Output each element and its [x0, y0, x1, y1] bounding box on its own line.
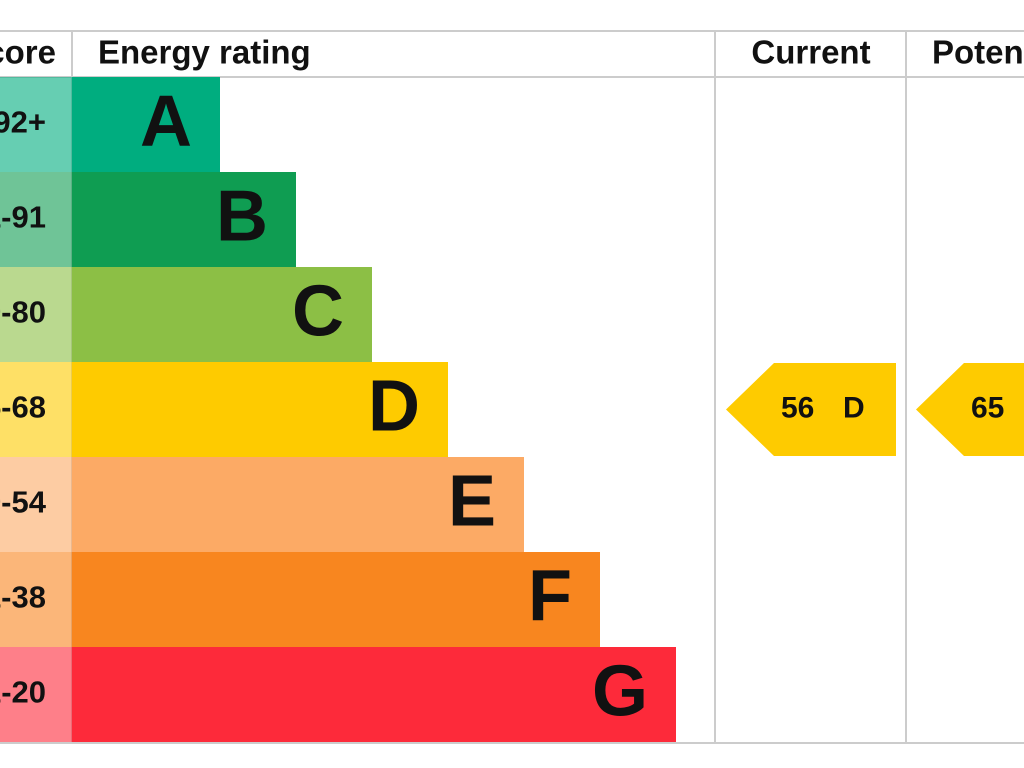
current-arrow [726, 363, 896, 456]
score-cell [0, 267, 72, 362]
current-header: Current [751, 34, 870, 71]
score-range: 81-91 [0, 200, 46, 235]
rating-letter: D [368, 367, 420, 447]
score-range: 55-68 [0, 390, 46, 425]
score-range: 69-80 [0, 295, 46, 330]
rating-bar [72, 172, 296, 267]
current-score: 56 [781, 391, 814, 424]
rating-bar [72, 552, 600, 647]
current-letter: D [843, 391, 865, 424]
rating-letter: F [528, 557, 572, 637]
score-range: 92+ [0, 105, 46, 140]
potential-score: 65 [971, 391, 1004, 424]
rating-letter: G [592, 652, 648, 732]
rating-bar [72, 267, 372, 362]
score-header: Score [0, 34, 56, 71]
rating-bar [72, 457, 524, 552]
score-cell [0, 77, 72, 172]
score-range: 39-54 [0, 485, 47, 520]
rating-bar [72, 647, 676, 742]
score-cell [0, 647, 72, 742]
score-range: 21-38 [0, 580, 46, 615]
rating-letter: E [448, 462, 496, 542]
energy-rating-header: Energy rating [98, 34, 311, 71]
rating-letter: B [216, 177, 268, 257]
score-range: 1-20 [0, 675, 46, 710]
potential-header: Potential [932, 34, 1024, 71]
rating-bar [72, 77, 220, 172]
score-cell [0, 172, 72, 267]
potential-arrow [916, 363, 1024, 456]
score-cell [0, 552, 72, 647]
score-cell [0, 457, 72, 552]
rating-letter: A [140, 82, 192, 162]
score-cell [0, 362, 72, 457]
rating-letter: C [292, 272, 344, 352]
rating-bar [72, 362, 448, 457]
